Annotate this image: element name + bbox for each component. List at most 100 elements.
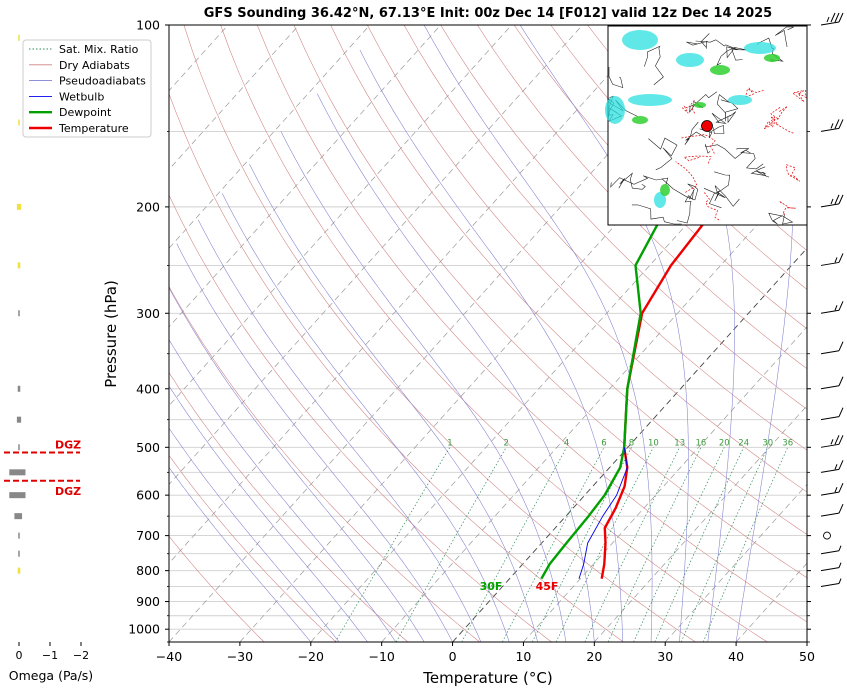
x-tick-label: 0 xyxy=(449,649,457,664)
map-precip-area xyxy=(632,116,648,124)
x-tick-label: 30 xyxy=(657,649,673,664)
y-tick-label: 800 xyxy=(136,563,160,578)
pseudoadiabat-line xyxy=(169,466,312,642)
omega-tick-label: −1 xyxy=(42,649,58,662)
dry-adiabat-line xyxy=(440,25,807,410)
barb-staff xyxy=(820,567,840,572)
mixing-ratio-line xyxy=(395,447,507,642)
y-tick-label: 100 xyxy=(136,18,160,33)
barb-flag xyxy=(838,301,844,311)
omega-bar xyxy=(9,469,26,476)
legend-label: Dry Adiabats xyxy=(59,59,130,72)
wind-barb xyxy=(820,407,844,421)
legend-label: Pseudoadiabats xyxy=(59,75,146,88)
map-contour xyxy=(703,188,726,209)
barb-half-flag xyxy=(834,305,838,311)
calm-circle xyxy=(823,531,831,540)
omega-bar xyxy=(16,203,22,210)
pseudoadiabat-line xyxy=(280,131,567,642)
wind-barb xyxy=(820,194,844,208)
x-tick-label: 50 xyxy=(799,649,815,664)
pseudoadiabat-line xyxy=(221,193,510,642)
dry-adiabat-line xyxy=(808,25,847,642)
barb-flag xyxy=(838,119,844,129)
barb-staff xyxy=(820,443,840,448)
barb-staff xyxy=(820,261,840,266)
legend-label: Temperature xyxy=(58,122,129,135)
mixing-ratio-label: 2 xyxy=(503,438,508,448)
mixing-ratio-label: 8 xyxy=(629,438,634,448)
map-contour xyxy=(716,94,739,122)
pseudoadiabat-line xyxy=(169,339,397,642)
pseudoadiabat-line xyxy=(639,25,735,642)
chart-title: GFS Sounding 36.42°N, 67.13°E Init: 00z … xyxy=(204,6,772,21)
map-precip-area xyxy=(694,102,706,108)
mixing-ratio-line xyxy=(654,447,745,642)
inset-map xyxy=(605,25,808,226)
pseudoadiabat-line xyxy=(423,25,653,642)
pseudoadiabat-line xyxy=(169,385,368,642)
surface-temperature-label: 45F xyxy=(536,580,559,593)
pseudoadiabat-line xyxy=(317,93,595,642)
omega-axis-label: Omega (Pa/s) xyxy=(9,668,93,683)
omega-bar xyxy=(14,513,23,520)
map-contour xyxy=(716,47,747,66)
map-contour xyxy=(676,190,694,224)
map-precip-area xyxy=(628,94,672,106)
pseudoadiabat-line xyxy=(249,164,538,642)
x-tick-label: −40 xyxy=(156,649,182,664)
map-contour xyxy=(695,39,739,59)
y-tick-label: 300 xyxy=(136,306,160,321)
omega-bar xyxy=(17,567,21,574)
wind-barb xyxy=(820,253,844,266)
thermo-background xyxy=(169,25,847,642)
legend-label: Sat. Mix. Ratio xyxy=(59,43,139,56)
location-marker xyxy=(701,120,713,132)
barb-flag xyxy=(834,194,840,205)
mixing-ratio-label: 10 xyxy=(648,438,659,448)
x-tick-label: −30 xyxy=(227,649,253,664)
mixing-ratio-line xyxy=(607,447,702,642)
omega-bar xyxy=(18,550,20,557)
barb-half-flag xyxy=(830,198,834,205)
omega-bar xyxy=(18,444,20,451)
dry-adiabat-line xyxy=(550,25,807,290)
map-contour xyxy=(631,204,682,225)
wind-barb xyxy=(820,376,844,390)
barb-flag xyxy=(838,341,844,351)
barb-staff xyxy=(820,203,840,208)
y-tick-label: 500 xyxy=(136,440,160,455)
mixing-ratio-labels: 1 2 4 6 8 10 13 16 20 24 30 36 xyxy=(447,438,793,448)
wind-barbs xyxy=(820,12,844,588)
wind-barb xyxy=(820,12,844,26)
barb-flag xyxy=(834,12,840,23)
barb-half-flag xyxy=(830,123,834,129)
y-tick-label: 200 xyxy=(136,199,160,214)
barb-flag xyxy=(838,482,844,493)
barb-staff xyxy=(820,385,840,390)
dry-adiabat-line xyxy=(513,25,807,330)
mixing-ratio-label: 6 xyxy=(601,438,606,448)
y-tick-label: 400 xyxy=(136,381,160,396)
map-contour xyxy=(661,178,699,201)
mixing-ratio-label: 4 xyxy=(564,438,569,448)
y-tick-label: 700 xyxy=(136,528,160,543)
omega-bar xyxy=(18,34,20,41)
mixing-ratio-line xyxy=(584,447,681,642)
barb-flag xyxy=(838,503,844,514)
omega-bar xyxy=(17,385,21,392)
x-tick-label: 10 xyxy=(515,649,531,664)
map-precip-area xyxy=(622,30,658,50)
map-contour xyxy=(686,33,710,49)
barb-flag xyxy=(838,407,844,417)
map-precip-area xyxy=(654,192,666,208)
map-temp-contour xyxy=(681,99,696,114)
x-tick-label: 40 xyxy=(728,649,744,664)
legend-label: Dewpoint xyxy=(59,106,112,119)
map-precip-area xyxy=(764,54,780,62)
mixing-ratio-label: 16 xyxy=(695,438,706,448)
wind-barb xyxy=(820,482,844,496)
mixing-ratio-line xyxy=(531,447,632,642)
dry-adiabat-line xyxy=(256,25,807,623)
